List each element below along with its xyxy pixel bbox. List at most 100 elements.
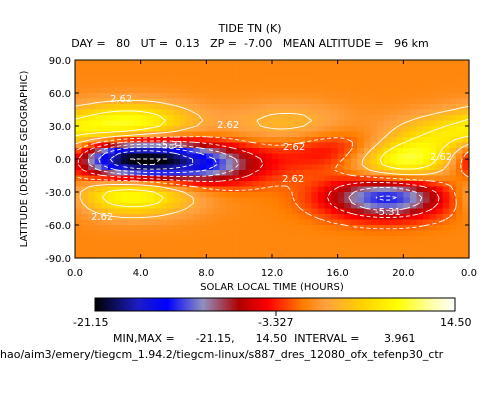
heatmap-cell: [114, 93, 122, 100]
heatmap-cell: [311, 126, 319, 133]
heatmap-cell: [442, 236, 450, 243]
heatmap-cell: [429, 203, 437, 210]
heatmap-cell: [75, 126, 83, 133]
heatmap-cell: [127, 153, 135, 160]
heatmap-cell: [462, 181, 470, 188]
heatmap-cell: [390, 142, 398, 149]
heatmap-cell: [423, 225, 431, 232]
heatmap-cell: [390, 109, 398, 116]
heatmap-cell: [442, 219, 450, 226]
heatmap-cell: [317, 65, 326, 72]
heatmap-cell: [193, 197, 201, 204]
heatmap-cell: [107, 192, 115, 199]
heatmap-cell: [81, 120, 89, 127]
heatmap-cell: [285, 236, 293, 243]
heatmap-cell: [324, 225, 332, 232]
heatmap-cell: [245, 214, 253, 221]
heatmap-cell: [272, 87, 280, 94]
heatmap-cell: [212, 60, 221, 67]
heatmap-cell: [377, 181, 385, 188]
heatmap-cell: [147, 142, 155, 149]
heatmap-cell: [232, 60, 240, 67]
heatmap-cell: [337, 203, 345, 210]
heatmap-cell: [140, 197, 148, 204]
heatmap-cell: [377, 247, 385, 254]
heatmap-cell: [449, 93, 457, 100]
heatmap-cell: [206, 71, 214, 78]
heatmap-cell: [377, 164, 385, 171]
heatmap-cell: [304, 208, 312, 215]
heatmap-cell: [436, 98, 444, 105]
heatmap-cell: [180, 241, 188, 248]
heatmap-cell: [304, 104, 312, 111]
heatmap-cell: [193, 208, 201, 215]
heatmap-cell: [265, 192, 273, 199]
heatmap-cell: [462, 131, 470, 138]
heatmap-cell: [258, 131, 267, 138]
heatmap-cell: [239, 126, 247, 133]
heatmap-cell: [311, 153, 319, 160]
heatmap-cell: [153, 236, 161, 243]
heatmap-cell: [94, 98, 102, 105]
heatmap-cell: [186, 98, 194, 105]
heatmap-cell: [101, 82, 109, 89]
heatmap-cell: [160, 153, 168, 160]
heatmap-field: [75, 60, 470, 259]
heatmap-cell: [455, 175, 464, 182]
heatmap-cell: [114, 192, 122, 199]
heatmap-cell: [311, 71, 319, 78]
heatmap-cell: [429, 115, 437, 122]
heatmap-cell: [160, 126, 168, 133]
heatmap-cell: [324, 131, 332, 138]
heatmap-cell: [350, 109, 358, 116]
heatmap-cell: [363, 247, 372, 254]
heatmap-cell: [226, 76, 234, 83]
heatmap-cell: [226, 252, 234, 259]
heatmap-cell: [101, 71, 109, 78]
heatmap-cell: [212, 104, 221, 111]
heatmap-cell: [239, 252, 247, 259]
heatmap-cell: [436, 148, 444, 155]
heatmap-cell: [449, 76, 457, 83]
heatmap-cell: [147, 109, 155, 116]
heatmap-cell: [127, 65, 135, 72]
heatmap-cell: [442, 71, 450, 78]
heatmap-cell: [173, 214, 181, 221]
heatmap-cell: [75, 82, 83, 89]
heatmap-cell: [239, 153, 247, 160]
heatmap-cell: [114, 203, 122, 210]
heatmap-cell: [186, 109, 194, 116]
heatmap-cell: [350, 60, 358, 67]
heatmap-cell: [285, 120, 293, 127]
heatmap-cell: [363, 109, 372, 116]
heatmap-cell: [455, 181, 464, 188]
heatmap-cell: [232, 197, 240, 204]
heatmap-cell: [317, 192, 326, 199]
heatmap-cell: [180, 148, 188, 155]
heatmap-cell: [377, 230, 385, 237]
heatmap-cell: [403, 98, 411, 105]
heatmap-cell: [206, 65, 214, 72]
heatmap-cell: [180, 164, 188, 171]
heatmap-cell: [409, 65, 418, 72]
heatmap-cell: [370, 87, 378, 94]
heatmap-cell: [147, 120, 155, 127]
heatmap-cell: [436, 197, 444, 204]
heatmap-cell: [436, 214, 444, 221]
heatmap-cell: [272, 153, 280, 160]
heatmap-cell: [265, 225, 273, 232]
heatmap-cell: [403, 82, 411, 89]
heatmap-cell: [252, 126, 260, 133]
heatmap-cell: [344, 214, 352, 221]
heatmap-cell: [337, 137, 345, 144]
heatmap-cell: [272, 241, 280, 248]
heatmap-cell: [114, 98, 122, 105]
heatmap-cell: [337, 159, 345, 166]
heatmap-cell: [278, 104, 286, 111]
heatmap-cell: [350, 131, 358, 138]
heatmap-cell: [193, 186, 201, 193]
heatmap-cell: [403, 192, 411, 199]
heatmap-cell: [219, 65, 227, 72]
heatmap-cell: [245, 87, 253, 94]
heatmap-cell: [232, 82, 240, 89]
